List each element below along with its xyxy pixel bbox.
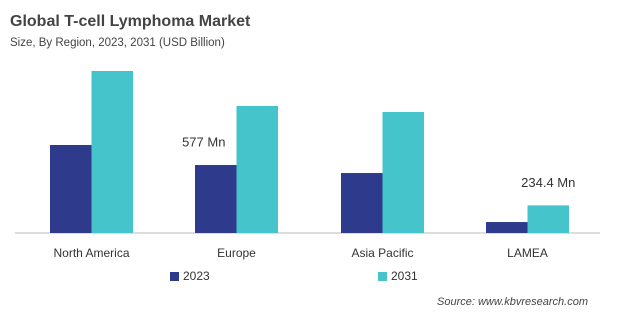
bar <box>382 112 424 233</box>
data-label: 234.4 Mn <box>521 175 575 190</box>
bar <box>195 165 237 233</box>
bar <box>341 173 383 233</box>
x-tick-label: Asia Pacific <box>351 246 413 260</box>
legend-label: 2031 <box>391 269 418 283</box>
bar <box>50 144 92 233</box>
bar <box>91 71 133 233</box>
bar <box>527 205 569 233</box>
legend-label: 2023 <box>183 269 210 283</box>
bar <box>486 222 528 233</box>
chart-title: Global T-cell Lymphoma Market <box>10 13 251 30</box>
source: Source: www.kbvresearch.com <box>437 296 588 308</box>
chart-subtitle: Size, By Region, 2023, 2031 (USD Billion… <box>10 37 225 49</box>
legend-swatch <box>170 272 179 281</box>
x-tick-label: North America <box>53 246 129 260</box>
legend-swatch <box>378 272 387 281</box>
bar <box>236 105 278 233</box>
x-tick-label: Europe <box>217 246 256 260</box>
data-label: 577 Mn <box>182 134 225 149</box>
x-tick-label: LAMEA <box>507 246 548 260</box>
